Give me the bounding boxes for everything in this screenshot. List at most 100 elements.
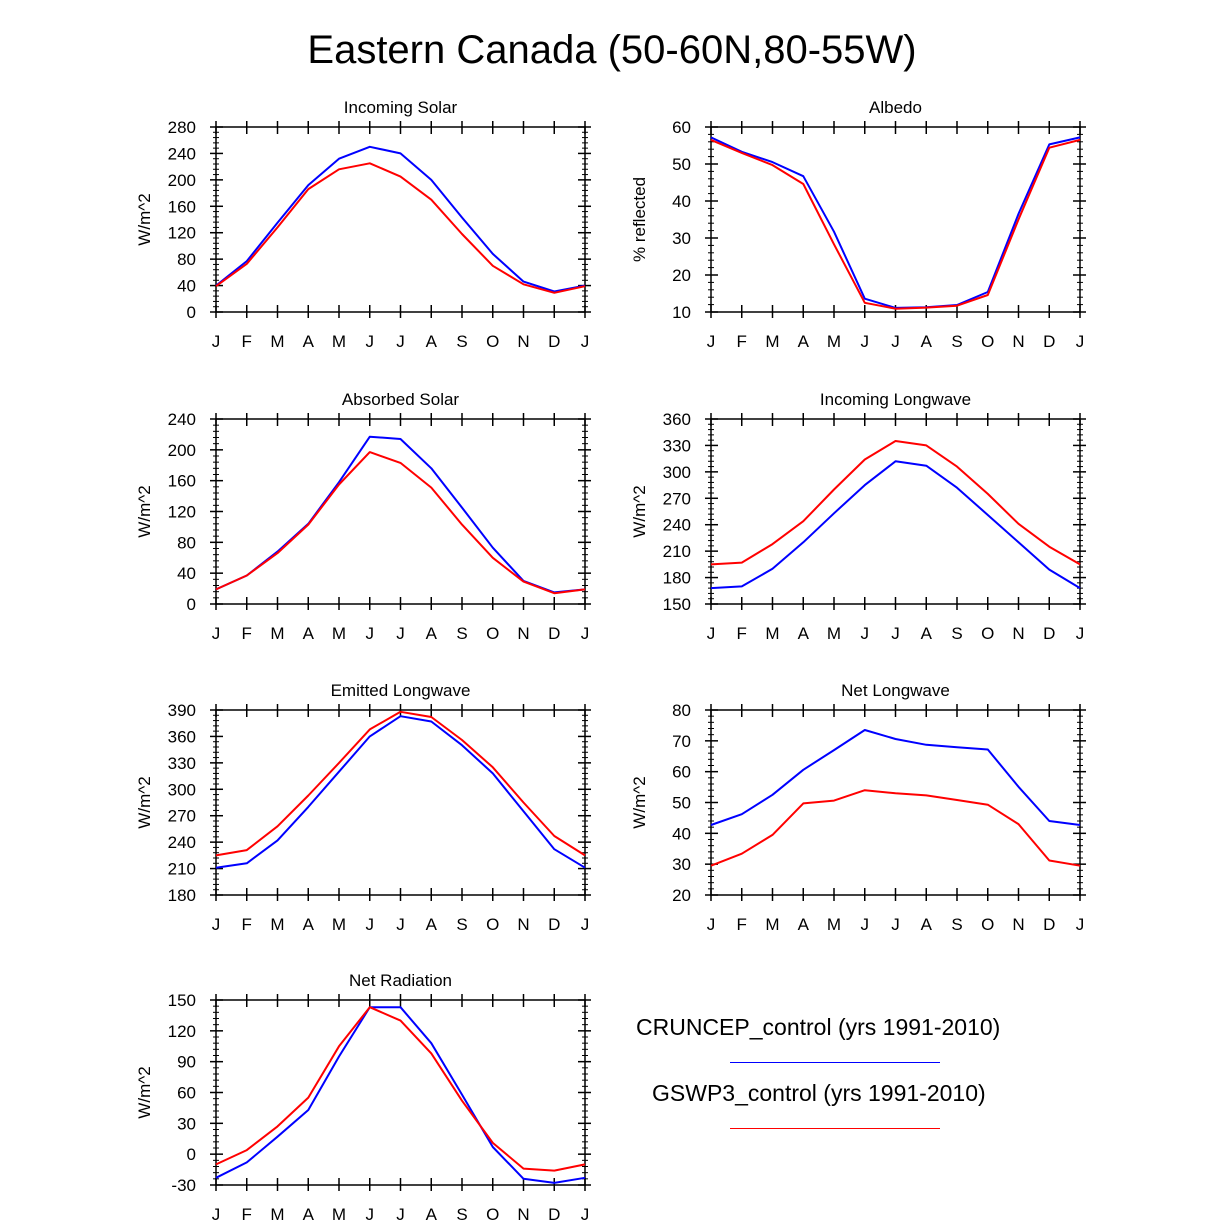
series-line-gswp3 (710, 138, 1081, 310)
x-tick-label: M (332, 1205, 346, 1222)
y-axis-label: W/m^2 (630, 776, 649, 828)
x-tick-label: A (303, 915, 315, 934)
y-axis-label: W/m^2 (135, 485, 154, 537)
x-tick-label: M (270, 624, 284, 643)
x-tick-label: M (765, 915, 779, 934)
x-tick-label: A (303, 624, 315, 643)
x-tick-label: J (212, 624, 221, 643)
y-tick-label: 280 (168, 118, 196, 137)
x-tick-label: J (581, 332, 590, 351)
panel-incoming-solar: Incoming Solar W/m^2 0 40 80 120 160 200 240 280 J… (135, 98, 591, 351)
y-tick-label: 80 (672, 701, 691, 720)
x-tick-label: J (861, 915, 870, 934)
panel-title: Emitted Longwave (331, 681, 471, 700)
series-line-gswp3 (215, 710, 586, 857)
plot-frame (215, 709, 586, 896)
x-tick-label: A (921, 915, 933, 934)
y-tick-label: 360 (168, 727, 196, 746)
y-axis-label: % reflected (630, 177, 649, 262)
series-line-gswp3 (215, 1006, 586, 1172)
y-tick-label: 0 (187, 303, 196, 322)
y-tick-label: 40 (672, 192, 691, 211)
x-tick-label: J (1076, 332, 1085, 351)
y-tick-label: 120 (168, 224, 196, 243)
x-tick-label: F (737, 332, 747, 351)
x-tick-label: J (1076, 915, 1085, 934)
y-tick-label: 300 (663, 463, 691, 482)
series-line-gswp3 (215, 162, 586, 294)
x-tick-label: J (212, 915, 221, 934)
x-tick-label: M (270, 915, 284, 934)
y-tick-label: 300 (168, 780, 196, 799)
x-tick-label: J (707, 915, 716, 934)
y-tick-label: 80 (177, 250, 196, 269)
legend-label-cruncep: CRUNCEP_control (yrs 1991-2010) (636, 1014, 1001, 1040)
y-tick-label: 200 (168, 441, 196, 460)
series-line-cruncep (215, 715, 586, 869)
y-tick-label: 180 (663, 569, 691, 588)
x-tick-label: F (242, 332, 252, 351)
x-tick-label: O (486, 332, 499, 351)
plot-frame (215, 418, 586, 605)
y-tick-label: 270 (168, 807, 196, 826)
x-tick-label: A (921, 624, 933, 643)
x-tick-label: J (581, 915, 590, 934)
x-tick-label: D (1043, 332, 1055, 351)
x-tick-label: J (891, 332, 900, 351)
y-tick-label: 20 (672, 266, 691, 285)
y-tick-label: 160 (168, 472, 196, 491)
x-tick-label: O (981, 915, 994, 934)
plot-frame (215, 999, 586, 1186)
x-tick-label: F (737, 624, 747, 643)
y-tick-label: 360 (663, 410, 691, 429)
x-tick-label: J (891, 915, 900, 934)
x-tick-label: J (707, 332, 716, 351)
y-tick-label: 210 (168, 860, 196, 879)
y-axis-label: W/m^2 (135, 776, 154, 828)
series-line-cruncep (215, 1006, 586, 1184)
y-tick-label: 150 (168, 991, 196, 1010)
y-tick-label: 200 (168, 171, 196, 190)
y-tick-label: 60 (177, 1084, 196, 1103)
x-tick-label: S (456, 915, 467, 934)
x-tick-label: M (332, 624, 346, 643)
y-tick-label: 70 (672, 732, 691, 751)
x-tick-label: O (981, 624, 994, 643)
panel-title: Net Longwave (841, 681, 950, 700)
plot-frame (710, 418, 1081, 605)
series-line-cruncep (215, 435, 586, 594)
x-tick-label: M (765, 332, 779, 351)
y-tick-label: 210 (663, 542, 691, 561)
series-line-gswp3 (215, 451, 586, 595)
legend-line-gswp3 (730, 1128, 940, 1129)
y-tick-label: 240 (168, 144, 196, 163)
x-tick-label: F (242, 915, 252, 934)
panel-title: Net Radiation (349, 971, 452, 990)
x-tick-label: N (1012, 915, 1024, 934)
y-tick-label: 240 (663, 516, 691, 535)
x-tick-label: J (396, 1205, 405, 1222)
x-tick-label: M (270, 1205, 284, 1222)
x-tick-label: S (951, 624, 962, 643)
x-tick-label: M (332, 332, 346, 351)
panel-title: Absorbed Solar (342, 390, 460, 409)
y-tick-label: 40 (177, 564, 196, 583)
legend-label-gswp3: GSWP3_control (yrs 1991-2010) (652, 1080, 986, 1106)
x-tick-label: J (212, 332, 221, 351)
x-tick-label: A (303, 1205, 315, 1222)
figure-title: Eastern Canada (50-60N,80-55W) (307, 28, 917, 72)
x-tick-label: D (1043, 915, 1055, 934)
x-tick-label: D (1043, 624, 1055, 643)
x-tick-label: A (426, 332, 438, 351)
y-tick-label: 160 (168, 197, 196, 216)
x-tick-label: J (1076, 624, 1085, 643)
x-tick-label: F (737, 915, 747, 934)
y-axis-label: W/m^2 (135, 1066, 154, 1118)
y-tick-label: 50 (672, 794, 691, 813)
y-tick-label: 40 (177, 277, 196, 296)
x-tick-label: D (548, 915, 560, 934)
y-tick-label: 0 (187, 1145, 196, 1164)
panel-incoming-longwave: Incoming Longwave W/m^2 150 180 210 240 270 300… (630, 390, 1086, 643)
x-tick-label: O (981, 332, 994, 351)
